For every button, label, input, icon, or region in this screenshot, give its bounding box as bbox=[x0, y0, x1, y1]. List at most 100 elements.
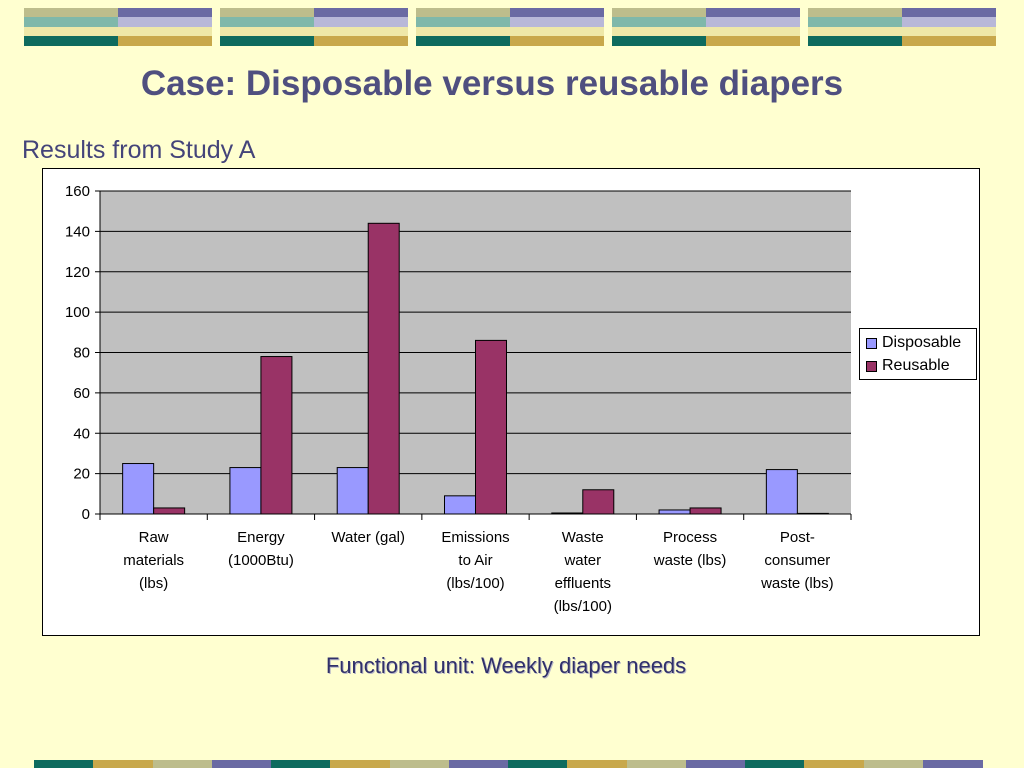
decorative-strip-segment bbox=[745, 760, 805, 768]
x-tick-label-line: (1000Btu) bbox=[228, 552, 294, 569]
legend-item-reusable: Reusable bbox=[866, 355, 950, 377]
decorative-band-segment bbox=[118, 27, 212, 36]
decorative-band-segment bbox=[808, 27, 902, 36]
decorative-band-segment bbox=[220, 27, 314, 36]
decorative-band-segment bbox=[510, 17, 604, 27]
x-tick-label-line: (lbs) bbox=[139, 575, 168, 592]
bar-reusable bbox=[153, 507, 186, 515]
x-tick-label-line: (lbs/100) bbox=[554, 598, 612, 615]
decorative-strip-segment bbox=[685, 760, 746, 768]
y-tick-label: 60 bbox=[73, 385, 90, 402]
decorative-strip-segment bbox=[152, 760, 213, 768]
x-tick-label-line: Waste bbox=[562, 529, 604, 546]
bottom-decorative-strip bbox=[34, 760, 983, 768]
slide-subtitle: Results from Study A bbox=[22, 136, 256, 164]
x-tick-label-line: Post- bbox=[780, 529, 815, 546]
decorative-band-block bbox=[416, 8, 604, 46]
decorative-strip-segment bbox=[271, 760, 331, 768]
decorative-band-segment bbox=[706, 36, 800, 46]
bar-disposable bbox=[444, 495, 476, 515]
decorative-band-segment bbox=[808, 36, 902, 46]
decorative-strip-segment bbox=[804, 760, 864, 768]
chart-legend: Disposable Reusable bbox=[859, 328, 977, 380]
decorative-band-segment bbox=[118, 36, 212, 46]
legend-label-disposable: Disposable bbox=[882, 334, 962, 351]
x-tick-label: Water (gal) bbox=[331, 529, 405, 546]
x-tick-label-line: Emissions bbox=[441, 529, 509, 546]
y-tick-label: 40 bbox=[73, 425, 90, 442]
x-tick-label-line: effluents bbox=[555, 575, 611, 592]
decorative-strip-segment bbox=[34, 760, 94, 768]
decorative-band-segment bbox=[612, 17, 706, 27]
decorative-strip-segment bbox=[389, 760, 450, 768]
decorative-band-block bbox=[24, 8, 212, 46]
bar-disposable bbox=[336, 467, 369, 515]
decorative-band-segment bbox=[314, 27, 408, 36]
x-tick-label: Emissions to Air (lbs/100) bbox=[441, 529, 509, 592]
x-tick-label-line: Process bbox=[663, 529, 717, 546]
bar-disposable bbox=[122, 463, 155, 515]
decorative-band-segment bbox=[416, 27, 510, 36]
decorative-band-segment bbox=[24, 17, 118, 27]
decorative-band-segment bbox=[118, 17, 212, 27]
bar-reusable bbox=[475, 339, 507, 515]
decorative-band-block bbox=[612, 8, 800, 46]
decorative-band-segment bbox=[24, 36, 118, 46]
x-tick-label: Raw materials (lbs) bbox=[123, 529, 184, 592]
decorative-strip-segment bbox=[211, 760, 272, 768]
x-tick-label-line: consumer bbox=[764, 552, 830, 569]
bar-reusable bbox=[367, 222, 400, 515]
decorative-band-segment bbox=[416, 8, 510, 17]
decorative-strip-segment bbox=[93, 760, 153, 768]
slide-title: Case: Disposable versus reusable diapers bbox=[140, 64, 844, 103]
x-tick-label-line: waste (lbs) bbox=[653, 552, 727, 569]
decorative-strip-segment bbox=[508, 760, 568, 768]
decorative-band-segment bbox=[24, 8, 118, 17]
y-tick-label: 80 bbox=[73, 345, 90, 362]
decorative-band-segment bbox=[118, 8, 212, 17]
y-tick-label: 20 bbox=[73, 466, 90, 483]
x-tick-label: Post-consumer waste (lbs) bbox=[760, 529, 834, 592]
x-tick-label-line: Energy bbox=[237, 529, 285, 546]
y-tick-label: 100 bbox=[65, 304, 90, 321]
y-tick-label: 0 bbox=[82, 506, 90, 523]
decorative-strip-segment bbox=[863, 760, 924, 768]
decorative-band-block bbox=[808, 8, 996, 46]
bar-disposable bbox=[658, 509, 691, 515]
decorative-band-segment bbox=[416, 36, 510, 46]
legend-label-reusable: Reusable bbox=[882, 357, 950, 374]
decorative-band-segment bbox=[706, 17, 800, 27]
decorative-band-segment bbox=[808, 8, 902, 17]
decorative-strip-segment bbox=[626, 760, 687, 768]
decorative-strip-segment bbox=[330, 760, 390, 768]
decorative-band-segment bbox=[902, 17, 996, 27]
decorative-band-segment bbox=[612, 36, 706, 46]
bar-disposable bbox=[229, 467, 262, 515]
decorative-band-segment bbox=[510, 36, 604, 46]
decorative-strip-segment bbox=[922, 760, 983, 768]
bar-reusable bbox=[689, 507, 722, 515]
bar-disposable bbox=[551, 512, 584, 515]
x-tick-label: Energy (1000Btu) bbox=[228, 529, 294, 569]
x-tick-label-line: to Air bbox=[458, 552, 492, 569]
decorative-band-segment bbox=[416, 17, 510, 27]
x-tick-label-line: Water (gal) bbox=[331, 529, 405, 546]
bar-chart: 0 20 40 60 80 100 120 140 160 Raw materials (lbs) En… bbox=[65, 183, 852, 615]
decorative-band-segment bbox=[706, 8, 800, 17]
bar-reusable bbox=[796, 512, 829, 515]
y-tick-label: 120 bbox=[65, 264, 90, 281]
decorative-band-block bbox=[220, 8, 408, 46]
x-tick-label-line: water bbox=[563, 552, 601, 569]
decorative-band-segment bbox=[510, 8, 604, 17]
x-tick-label-line: waste (lbs) bbox=[760, 575, 834, 592]
x-tick-label: Process waste (lbs) bbox=[653, 529, 727, 569]
decorative-band-segment bbox=[314, 8, 408, 17]
bar-reusable bbox=[260, 356, 293, 515]
bar-reusable bbox=[582, 489, 615, 515]
decorative-band-segment bbox=[706, 27, 800, 36]
x-tick-label-line: Raw bbox=[139, 529, 169, 546]
legend-swatch-reusable bbox=[866, 360, 877, 372]
decorative-band-segment bbox=[220, 17, 314, 27]
decorative-strip-segment bbox=[567, 760, 627, 768]
decorative-band-segment bbox=[808, 17, 902, 27]
